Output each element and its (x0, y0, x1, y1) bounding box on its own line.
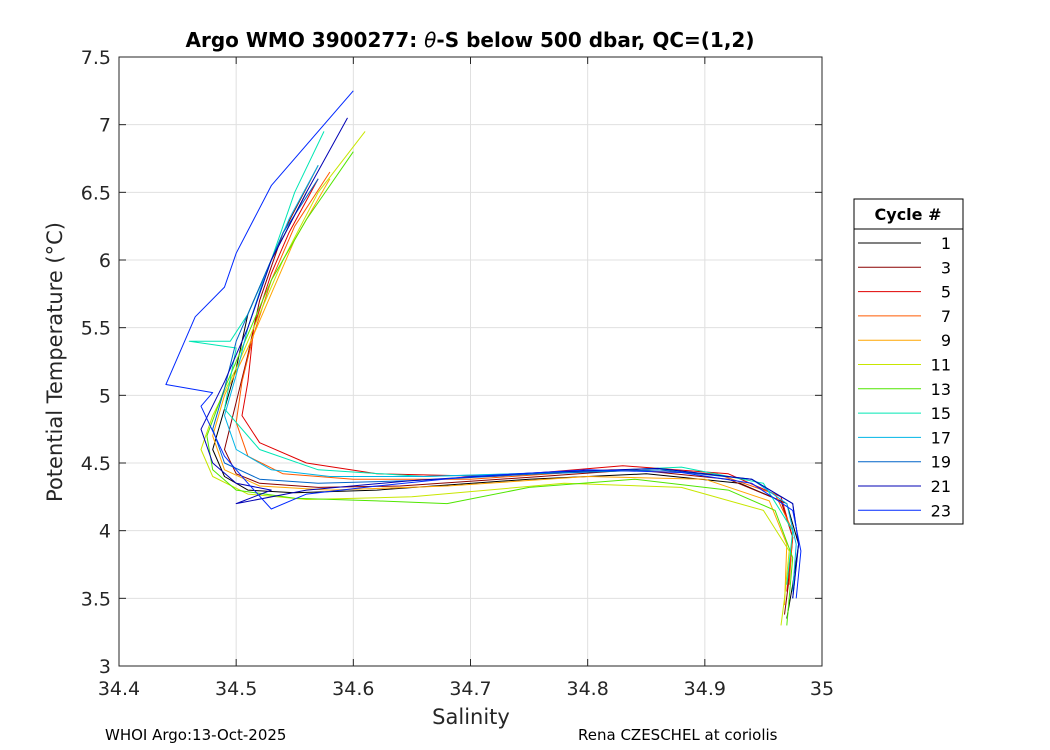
legend-label-cycle-23: 23 (931, 501, 951, 520)
y-tick-label: 4.5 (81, 453, 111, 475)
legend-label-cycle-17: 17 (931, 428, 951, 447)
series-line-cycle-7 (235, 171, 794, 585)
x-tick-label: 34.8 (567, 678, 609, 700)
y-tick-label: 3 (99, 656, 111, 678)
legend-label-cycle-15: 15 (931, 404, 951, 423)
title-theta: θ (424, 28, 436, 52)
y-tick-label: 6.5 (81, 182, 111, 204)
title-suffix: -S below 500 dbar, QC=(1,2) (436, 28, 754, 52)
y-tick-label: 7 (99, 115, 111, 137)
legend-label-cycle-19: 19 (931, 453, 951, 472)
x-tick-label: 34.4 (98, 678, 140, 700)
axis-ticks: 34.4 34.5 34.6 34.7 34.8 34.9 35 3 3.5 4 4.5 5 5.5 6 6… (81, 47, 834, 700)
legend-label-cycle-13: 13 (931, 380, 951, 399)
series-line-cycle-3 (224, 165, 794, 615)
x-tick-label: 34.9 (684, 678, 726, 700)
legend-label-cycle-21: 21 (931, 477, 951, 496)
legend-title: Cycle # (875, 205, 942, 224)
x-tick-label: 34.5 (215, 678, 257, 700)
x-tick-label: 34.7 (449, 678, 491, 700)
y-tick-label: 3.5 (81, 588, 111, 610)
x-tick-label: 35 (810, 678, 834, 700)
legend-label-cycle-3: 3 (941, 258, 951, 277)
legend-box (853, 198, 964, 525)
y-tick-label: 4 (99, 521, 111, 543)
title-prefix: Argo WMO 3900277: (186, 28, 425, 52)
legend-label-cycle-1: 1 (941, 234, 951, 253)
y-tick-label: 7.5 (81, 47, 111, 69)
chart-title: Argo WMO 3900277: θ-S below 500 dbar, QC… (186, 28, 755, 52)
series-line-cycle-9 (212, 178, 788, 606)
y-tick-label: 5.5 (81, 318, 111, 340)
y-tick-label: 6 (99, 250, 111, 272)
legend-label-cycle-7: 7 (941, 307, 951, 326)
series-line-cycle-23 (165, 90, 802, 599)
footer-right: Rena CZESCHEL at coriolis (578, 726, 778, 744)
series-layer (165, 90, 802, 626)
y-axis-label: Potential Temperature (°C) (43, 222, 67, 502)
legend-label-cycle-5: 5 (941, 283, 951, 302)
series-line-cycle-13 (206, 151, 794, 626)
series-line-cycle-17 (224, 165, 797, 592)
y-tick-label: 5 (99, 385, 111, 407)
series-line-cycle-5 (241, 178, 794, 592)
footer-left: WHOI Argo:13-Oct-2025 (105, 726, 286, 744)
series-line-cycle-11 (200, 131, 790, 626)
legend-label-cycle-9: 9 (941, 331, 951, 350)
x-axis-label: Salinity (432, 705, 510, 729)
x-tick-label: 34.6 (332, 678, 374, 700)
series-line-cycle-21 (200, 117, 800, 599)
legend-label-cycle-11: 11 (931, 356, 951, 375)
